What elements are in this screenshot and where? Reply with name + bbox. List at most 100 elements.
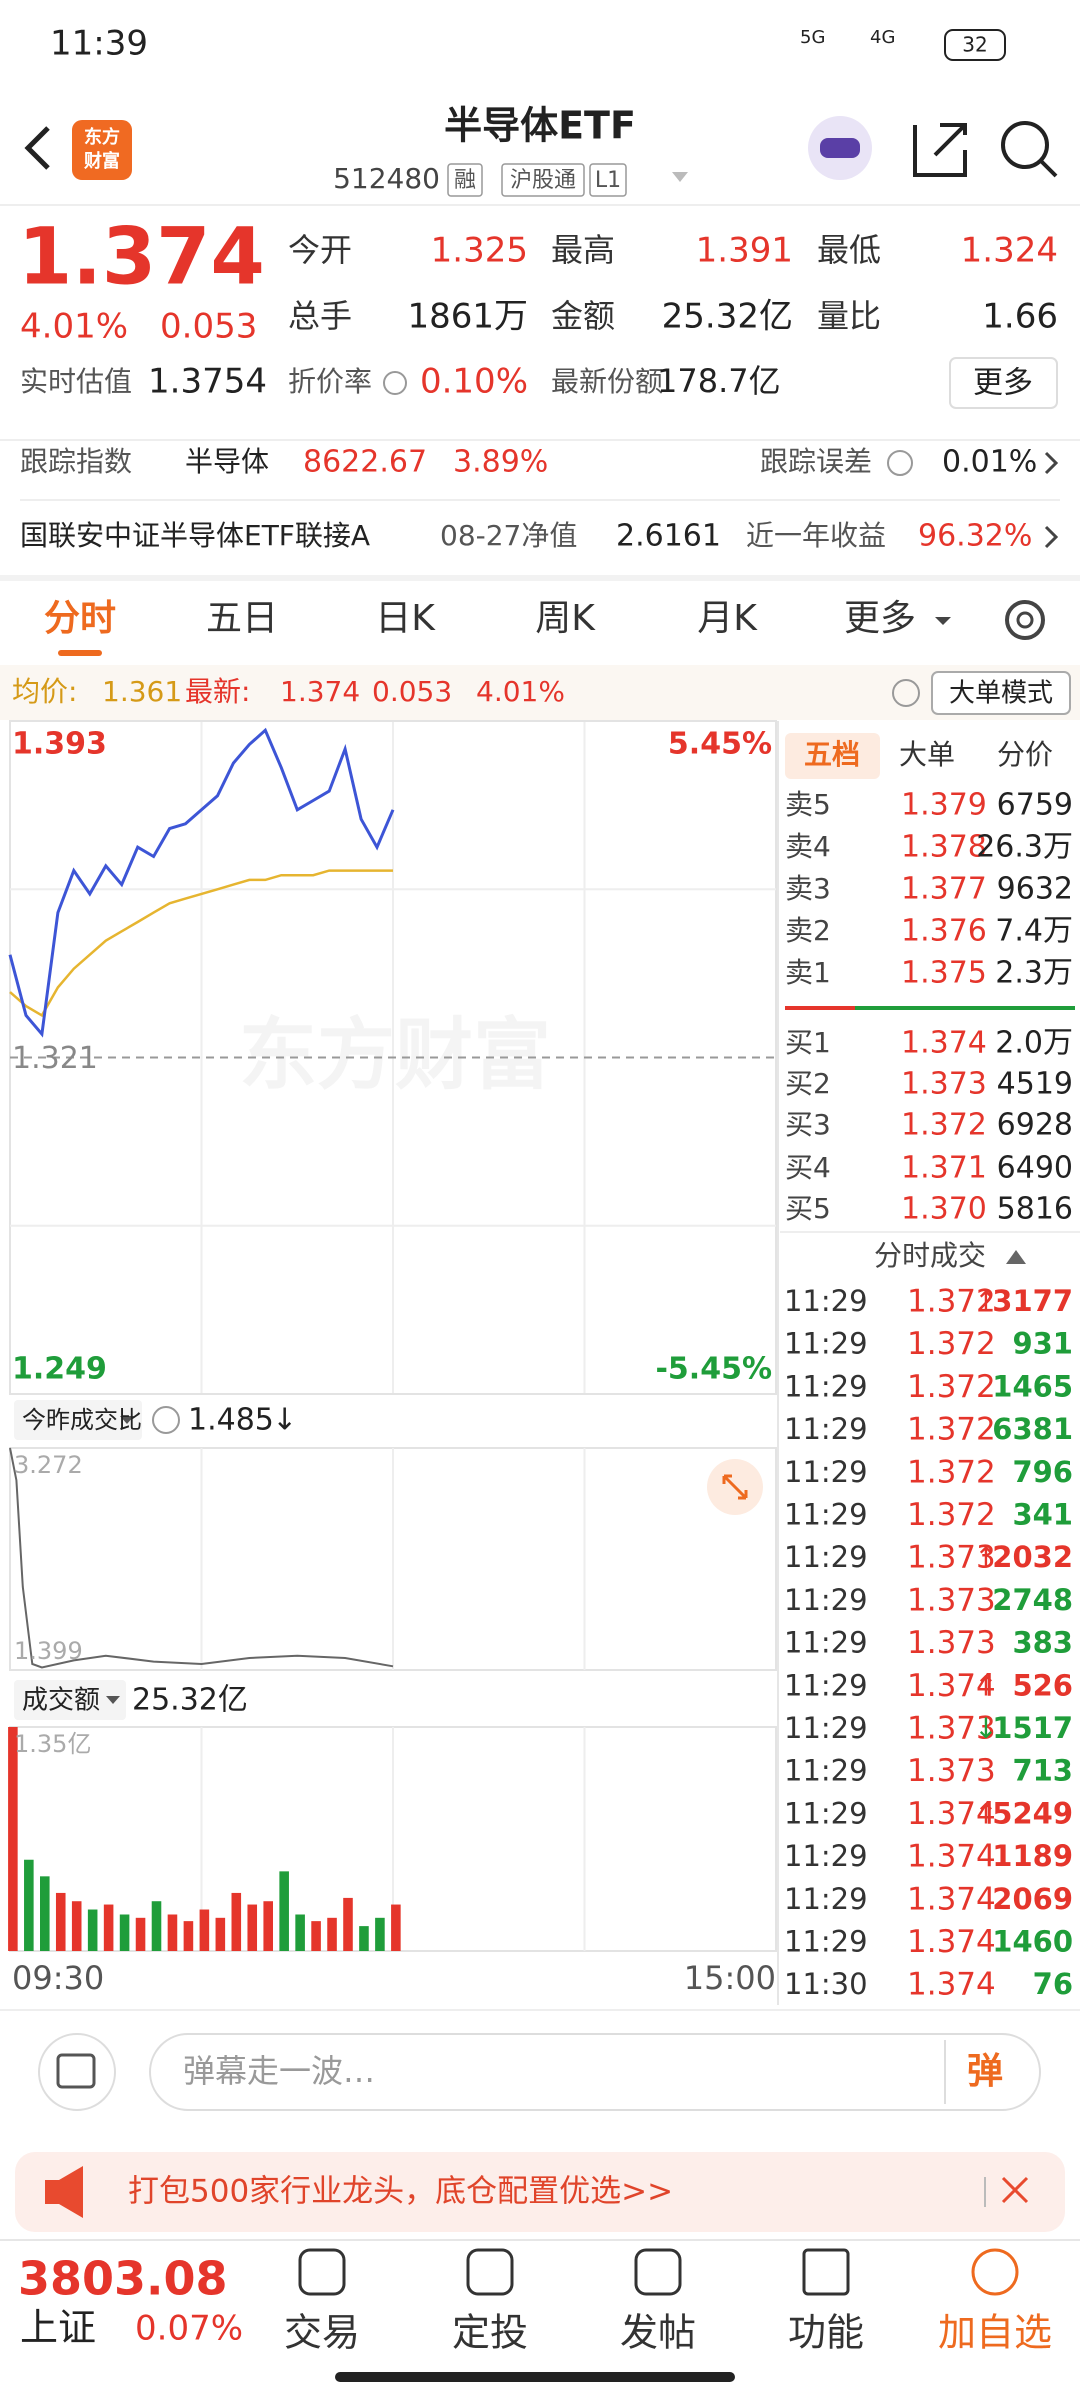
volume-selector[interactable]: [14, 1680, 126, 1720]
book-tab[interactable]: 五档: [804, 738, 860, 771]
fund-code: 512480: [333, 162, 440, 195]
banner-text[interactable]: 打包500家行业龙头，底仓配置优选>>: [128, 2174, 673, 2210]
volume-bar: [71, 1901, 82, 1951]
subchart-value: 25.32亿: [132, 1683, 248, 1718]
settings-button[interactable]: [1005, 600, 1045, 640]
search-handle: [1039, 159, 1058, 178]
tab[interactable]: 更多: [844, 598, 916, 639]
book-volume: 26.3万: [976, 830, 1073, 865]
danmaku-toggle[interactable]: [38, 2033, 116, 2111]
trade-price: 1.372: [907, 1497, 996, 1533]
mode-button-label[interactable]: 大单模式: [949, 679, 1053, 709]
nav-item[interactable]: 发帖: [620, 2311, 696, 2355]
danmaku-button[interactable]: 弹: [967, 2051, 1003, 2092]
book-price: 1.374: [901, 1026, 987, 1061]
nav-item[interactable]: 加自选: [938, 2311, 1052, 2355]
mode-button[interactable]: [931, 671, 1071, 715]
tab[interactable]: 分时: [44, 598, 116, 639]
back-button[interactable]: [24, 126, 50, 170]
logo-text: 东方: [84, 126, 120, 148]
label: 1.374: [280, 675, 360, 708]
book-label: 买3: [785, 1108, 831, 1141]
nav-item[interactable]: 定投: [452, 2311, 528, 2355]
battery: [944, 29, 1006, 61]
y-tick-label: 3.272: [14, 1451, 83, 1479]
trades-title[interactable]: 分时成交: [874, 1239, 986, 1272]
share-button[interactable]: [913, 123, 967, 177]
y-tick-label: 1.249: [12, 1352, 107, 1387]
tab[interactable]: 周K: [535, 598, 596, 639]
book-price: 1.376: [901, 914, 987, 949]
volume-bar: [247, 1904, 258, 1951]
volume-bar: [359, 1926, 369, 1951]
watermark: 东方财富: [239, 1010, 551, 1100]
volume-bar: [391, 1904, 401, 1951]
last-label: 最新:: [185, 675, 250, 708]
tag: [589, 163, 627, 197]
trade-time: 11:29: [784, 1284, 868, 1318]
field-value: 25.32亿: [662, 297, 793, 337]
label: 近一年收益: [746, 519, 886, 552]
trade-arrow: ↑: [974, 1541, 997, 1574]
close-banner[interactable]: [1001, 2176, 1029, 2204]
chevron: [1044, 525, 1059, 549]
comment-input[interactable]: [149, 2033, 1041, 2111]
field-value: 1861万: [407, 297, 528, 337]
y2-tick-label: 5.45%: [668, 727, 772, 762]
change: 0.053: [160, 307, 257, 347]
trade-time: 11:29: [784, 1412, 868, 1446]
book-volume: 2.3万: [995, 956, 1073, 991]
tab[interactable]: 五日: [206, 598, 278, 639]
x-tick-label: 09:30: [12, 1959, 104, 1997]
nav-item[interactable]: 功能: [788, 2311, 864, 2355]
search-button[interactable]: [1001, 121, 1049, 169]
field-value: 1.325: [431, 231, 528, 271]
trade-price: 1.373: [907, 1753, 996, 1789]
comment-placeholder: 弹幕走一波…: [183, 2052, 375, 2090]
more-button-label[interactable]: 更多: [973, 366, 1033, 401]
trade-volume: 341: [1012, 1498, 1073, 1532]
dropdown-caret: [106, 1696, 120, 1704]
help-icon: [887, 450, 913, 476]
ratio-selector[interactable]: [14, 1400, 142, 1440]
field-value: 0.10%: [420, 362, 528, 402]
battery-level: 32: [962, 33, 987, 57]
tag-text: 融: [454, 168, 476, 193]
trade-arrow: ↑: [974, 1285, 997, 1318]
field-value: 1.391: [696, 231, 793, 271]
more-button[interactable]: [949, 357, 1058, 409]
volume-bar: [263, 1901, 273, 1951]
book-volume: 2.0万: [995, 1026, 1073, 1061]
y-tick-label: 1.399: [14, 1637, 83, 1665]
field-value: 1.66: [982, 297, 1058, 337]
subchart-value: 1.485: [188, 1403, 274, 1438]
book-label: 卖5: [785, 788, 831, 821]
banner[interactable]: [15, 2152, 1065, 2232]
trade-price: 1.373: [907, 1711, 996, 1747]
trade-volume: 3177: [992, 1284, 1073, 1318]
network: 4G: [870, 27, 895, 48]
volume-bar: [87, 1909, 98, 1951]
nav-item[interactable]: 交易: [284, 2311, 360, 2355]
trade-price: 1.374: [907, 1668, 996, 1704]
trade-arrow: ↓: [974, 1712, 997, 1745]
book-tab[interactable]: 分价: [997, 738, 1053, 771]
dropdown-caret: [120, 1416, 134, 1424]
trade-volume: 383: [1012, 1626, 1073, 1660]
field-value: 1.3754: [148, 362, 267, 402]
nav-icon: [466, 2248, 514, 2296]
label[interactable]: 国联安中证半导体ETF联接A: [20, 519, 370, 552]
book-volume: 5816: [997, 1192, 1073, 1227]
field-label: 实时估值: [20, 365, 132, 398]
avatar-face: [820, 138, 860, 158]
volume-bar: [8, 1727, 18, 1951]
book-tab[interactable]: 大单: [899, 738, 955, 771]
book-volume: 7.4万: [995, 914, 1073, 949]
tag: [501, 163, 585, 197]
volume-bar: [327, 1917, 337, 1951]
trade-price: 1.372: [907, 1412, 996, 1448]
tab[interactable]: 月K: [697, 598, 758, 639]
tab[interactable]: 日K: [375, 598, 436, 639]
active-tab-bg: [785, 733, 880, 779]
